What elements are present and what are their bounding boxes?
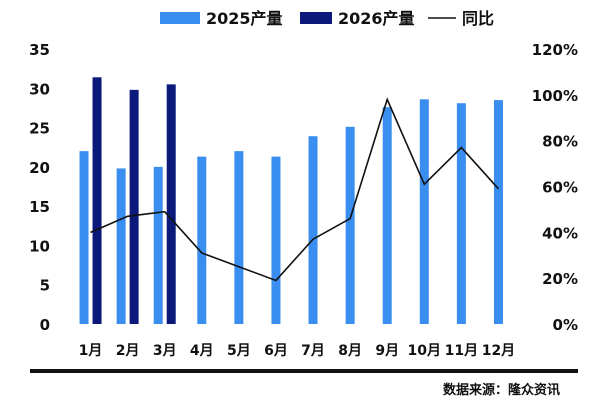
x-tick-label: 2月 [116, 343, 140, 359]
bars [79, 77, 503, 325]
legend-swatch-2025 [160, 12, 200, 24]
bar-2025-12 [493, 100, 503, 324]
y-left-tick-label: 10 [29, 237, 50, 255]
x-tick-label: 11月 [445, 343, 478, 359]
bar-2025-5 [234, 151, 244, 324]
bar-2026-1 [92, 77, 102, 325]
bar-2025-7 [308, 136, 318, 324]
x-tick-label: 1月 [79, 343, 103, 359]
y-right-tick-label: 0% [553, 316, 578, 334]
y-left-tick-label: 0 [40, 316, 50, 334]
y-left-tick-label: 15 [29, 198, 50, 216]
x-tick-label: 12月 [482, 343, 515, 359]
x-tick-label: 9月 [375, 343, 399, 359]
y-left-tick-label: 25 [29, 120, 50, 138]
bar-2026-2 [129, 89, 139, 324]
bar-2025-3 [153, 166, 163, 324]
y-left-tick-label: 5 [40, 277, 50, 295]
legend: 2025产量 2026产量 同比 [160, 9, 494, 28]
y-left-tick-label: 20 [29, 159, 50, 177]
bar-2025-1 [79, 151, 89, 324]
y-axis-right: 0% 20% 40% 60% 80% 100% 120% [532, 41, 578, 334]
legend-label-yoy: 同比 [462, 9, 494, 28]
legend-label-2026: 2026产量 [338, 9, 415, 28]
bar-2026-3 [166, 84, 176, 324]
y-right-tick-label: 20% [542, 270, 578, 288]
y-right-tick-label: 80% [542, 133, 578, 151]
y-left-tick-label: 35 [29, 41, 50, 59]
y-right-tick-label: 120% [532, 41, 578, 59]
x-tick-label: 6月 [264, 343, 288, 359]
bar-2025-2 [116, 168, 126, 324]
bar-2025-4 [197, 156, 207, 324]
x-tick-label: 4月 [190, 343, 214, 359]
bar-2025-9 [382, 107, 392, 325]
y-right-tick-label: 40% [542, 224, 578, 242]
y-right-tick-label: 100% [532, 87, 578, 105]
bar-2025-6 [271, 156, 281, 324]
yoy-line-group [90, 97, 500, 282]
y-left-tick-label: 30 [29, 80, 50, 98]
bar-2025-8 [345, 126, 355, 325]
x-tick-label: 8月 [338, 343, 362, 359]
yoy-line [90, 97, 500, 282]
bar-2025-10 [419, 99, 429, 325]
x-axis: 1月 2月 3月 4月 5月 6月 7月 8月 9月 10月 11月 12月 [79, 343, 516, 359]
x-tick-label: 3月 [153, 343, 177, 359]
x-tick-label: 7月 [301, 343, 325, 359]
footer-rule [30, 369, 578, 373]
legend-label-2025: 2025产量 [206, 9, 283, 28]
source-note: 数据来源：隆众资讯 [443, 382, 560, 398]
y-axis-left: 0 5 10 15 20 25 30 35 [29, 41, 50, 334]
x-tick-label: 5月 [227, 343, 251, 359]
legend-swatch-2026 [300, 12, 332, 24]
y-right-tick-label: 60% [542, 179, 578, 197]
x-tick-label: 10月 [408, 343, 441, 359]
bar-2025-11 [456, 103, 466, 324]
